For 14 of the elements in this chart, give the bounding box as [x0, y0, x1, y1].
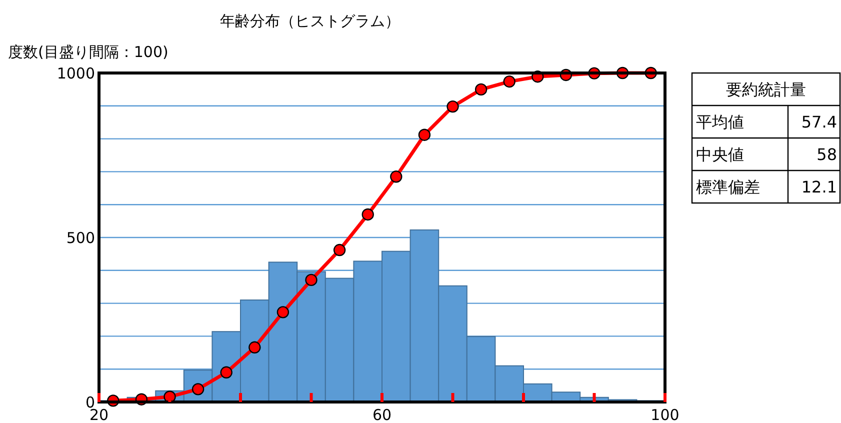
- data-label: 12.1: [801, 177, 837, 196]
- chart-title: 年齢分布（ヒストグラム）: [220, 12, 400, 30]
- x-tick-label: 20: [89, 406, 109, 423]
- x-tick-label: 60: [372, 406, 392, 423]
- x-tick-label: 100: [650, 406, 680, 423]
- y-axis-title: 度数(目盛り間隔：100): [8, 43, 168, 61]
- category-label: 平均値: [696, 112, 744, 132]
- category-label: 中央値: [696, 144, 744, 164]
- category-label: 標準偏差: [696, 177, 760, 196]
- text: 要約統計量: [726, 80, 806, 99]
- y-tick-label: 1000: [56, 64, 95, 82]
- y-tick-label: 500: [66, 228, 95, 247]
- data-label: 57.4: [801, 112, 837, 132]
- data-label: 58: [816, 144, 837, 164]
